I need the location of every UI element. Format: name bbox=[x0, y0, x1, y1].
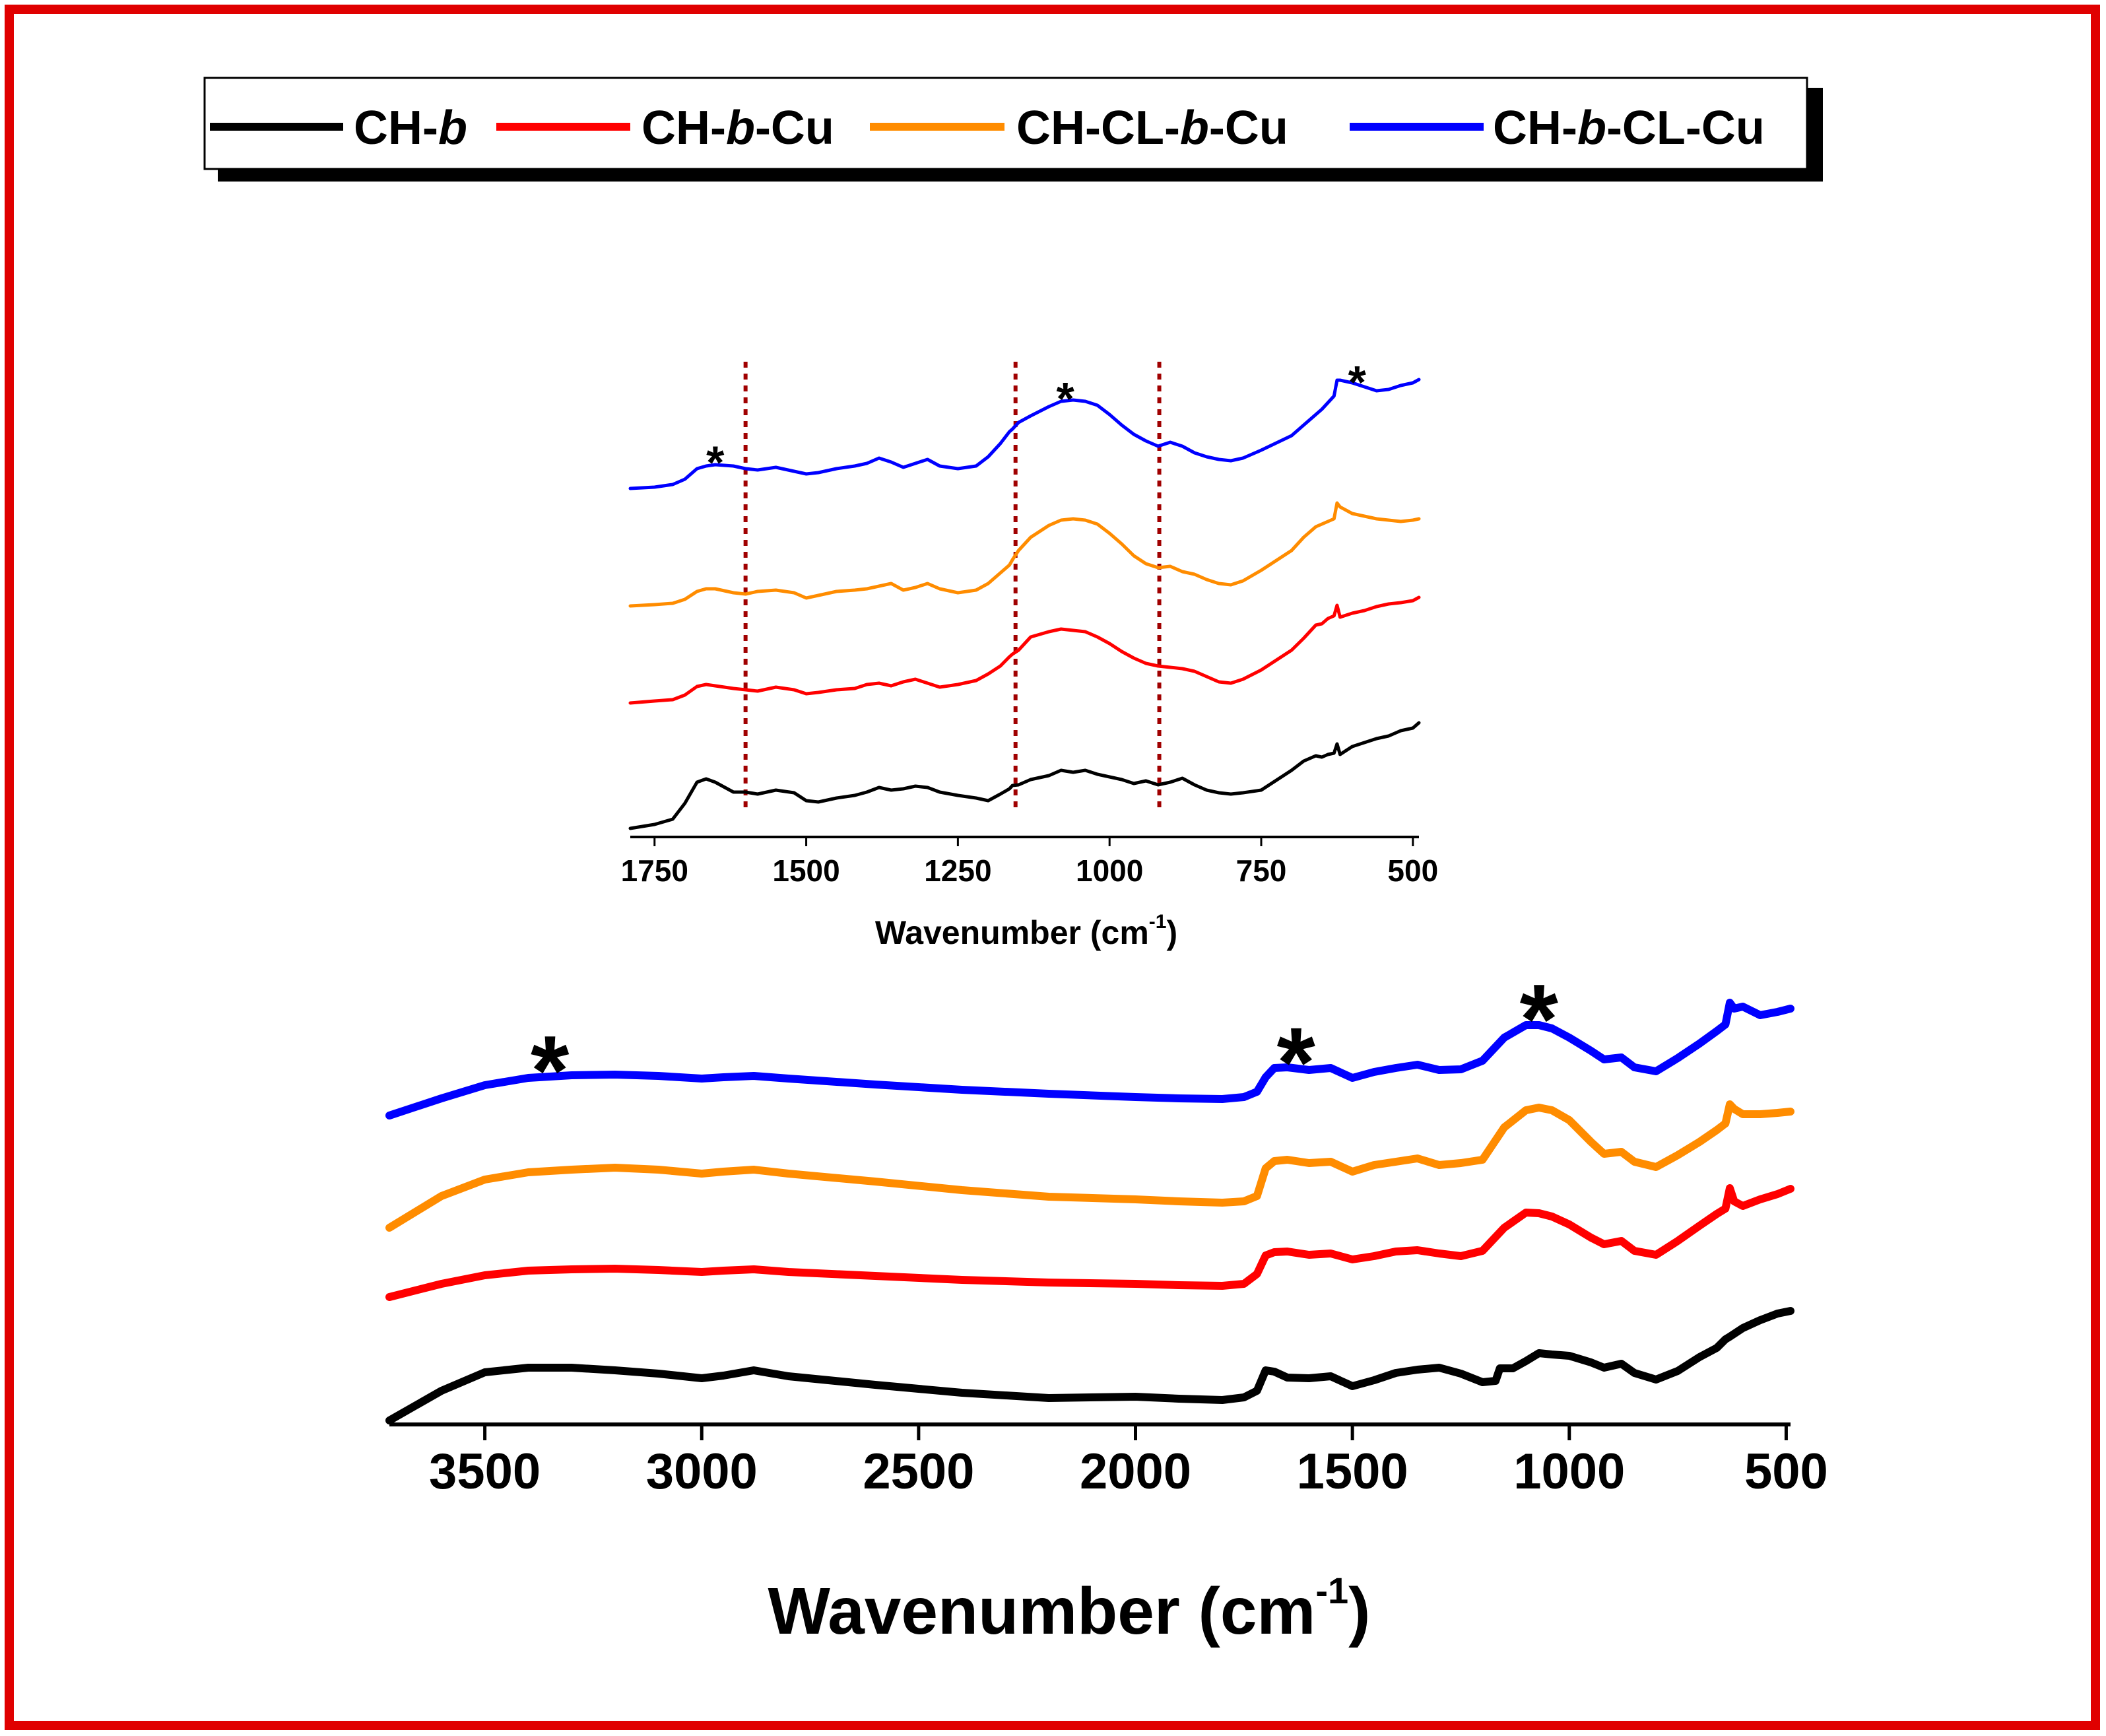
main-ticks: 3500 3000 2500 2000 1500 1000 500 bbox=[429, 1424, 1828, 1500]
main-series-ch-cl-b-cu bbox=[385, 1100, 1794, 1232]
legend-label-ch-b-cl-cu: CH-b-CL-Cu bbox=[1493, 102, 1765, 154]
main-peak-asterisk: * bbox=[531, 1015, 570, 1126]
main-tick-label: 1000 bbox=[1513, 1444, 1625, 1500]
inset-series-ch-b-cu bbox=[628, 595, 1421, 705]
inset-tick-label: 1750 bbox=[621, 853, 688, 888]
inset-x-axis-label: Wavenumber (cm-1) bbox=[875, 911, 1177, 951]
main-x-axis-label: Wavenumber (cm-1) bbox=[768, 1570, 1371, 1648]
red-frame-border bbox=[5, 5, 2100, 1730]
inset-series-ch-cl-b-cu bbox=[628, 501, 1421, 608]
legend-label-ch-b-cu: CH-b-Cu bbox=[642, 102, 834, 154]
main-tick-label: 3000 bbox=[646, 1444, 758, 1500]
main-series-ch-b-cu bbox=[385, 1184, 1794, 1301]
inset-series-ch-b bbox=[628, 721, 1421, 830]
main-tick-label: 2000 bbox=[1080, 1444, 1191, 1500]
legend-box bbox=[203, 77, 1808, 170]
main-tick-label: 500 bbox=[1744, 1444, 1828, 1500]
inset-tick-label: 1500 bbox=[772, 853, 839, 888]
inset-peak-asterisk: * bbox=[706, 437, 725, 488]
inset-peak-asterisk: * bbox=[1348, 356, 1367, 408]
inset-tick-label: 750 bbox=[1236, 853, 1287, 888]
main-series-ch-b-cl-cu bbox=[385, 999, 1794, 1119]
inset-peak-asterisk: * bbox=[1056, 373, 1074, 424]
inset-annotations: * * * bbox=[706, 356, 1367, 488]
inset-reference-lines bbox=[743, 362, 1162, 809]
inset-series-ch-b-cl-cu bbox=[628, 378, 1421, 490]
main-tick-label: 2500 bbox=[863, 1444, 974, 1500]
legend-label-ch-cl-b-cu: CH-CL-b-Cu bbox=[1016, 102, 1288, 154]
main-chart: * * * 3500 3000 2500 2000 1500 1000 500 Wavenumb… bbox=[385, 964, 1828, 1648]
main-tick-label: 3500 bbox=[429, 1444, 541, 1500]
inset-series-group bbox=[628, 378, 1421, 830]
main-peak-asterisk: * bbox=[1277, 1007, 1316, 1118]
inset-tick-label: 1000 bbox=[1076, 853, 1143, 888]
main-series-ch-b bbox=[385, 1307, 1794, 1424]
legend-label-ch-b: CH-b bbox=[354, 102, 467, 154]
inset-ticks: 1750 1500 1250 1000 750 500 bbox=[621, 837, 1438, 888]
main-annotations: * * * bbox=[531, 964, 1559, 1126]
inset-tick-label: 500 bbox=[1387, 853, 1438, 888]
main-tick-label: 1500 bbox=[1297, 1444, 1408, 1500]
main-peak-asterisk: * bbox=[1520, 964, 1559, 1075]
main-series-group bbox=[385, 999, 1794, 1424]
inset-chart: * * * 1750 1500 1250 1000 750 500 Wavenumber (c… bbox=[621, 356, 1439, 951]
inset-tick-label: 1250 bbox=[924, 853, 991, 888]
legend: CH-b CH-b-Cu CH-CL-b-Cu CH-b-CL-Cu bbox=[203, 77, 1823, 182]
